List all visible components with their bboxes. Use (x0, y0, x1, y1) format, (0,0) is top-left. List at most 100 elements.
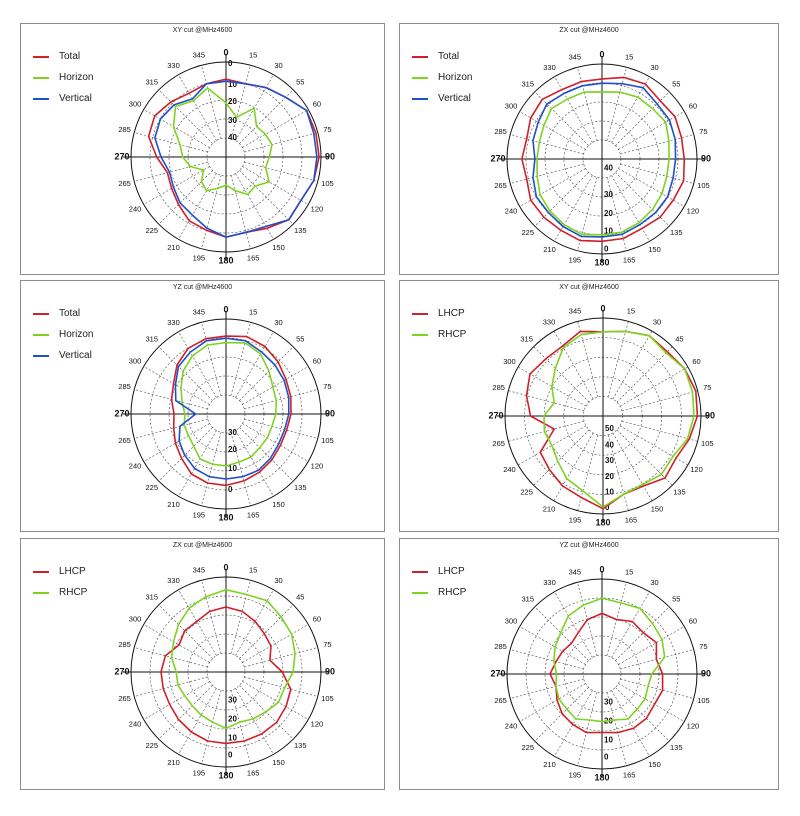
grid-spoke (533, 429, 590, 486)
angle-tick-label: 135 (670, 228, 683, 237)
legend-item-horizon: Horizon (33, 324, 93, 345)
angle-tick-label: 330 (543, 578, 556, 587)
angle-tick-label: 300 (129, 614, 142, 623)
angle-tick-label: 15 (249, 51, 257, 60)
grid-spoke (178, 74, 217, 141)
angle-tick-label: 90 (325, 151, 335, 161)
radial-tick-label: 30 (604, 698, 613, 707)
radial-tick-label: 0 (605, 503, 610, 512)
grid-spoke (244, 676, 318, 697)
legend-label: Vertical (59, 350, 92, 361)
chart-panel-5: 0 15 30 45 60 75 90 105 120 135 150 165 180 195 210 225… (20, 538, 385, 790)
angle-tick-label: 0 (600, 303, 605, 313)
angle-tick-label: 45 (675, 335, 683, 344)
angle-tick-label: 315 (145, 593, 158, 602)
angle-tick-label: 180 (218, 770, 233, 780)
chart-title-1: XY cut @MHz4600 (172, 27, 233, 34)
angle-tick-label: 75 (323, 640, 331, 649)
angle-tick-label: 180 (594, 257, 609, 267)
legend-label: LHCP (59, 566, 86, 577)
chart-panel-4: 0 15 30 45 60 75 90 105 120 135 150 165 180 195 210 225… (399, 280, 779, 532)
angle-tick-label: 55 (672, 595, 680, 604)
angle-tick-label: 75 (323, 125, 331, 134)
grid-spoke (244, 161, 318, 182)
grid-spoke (519, 683, 586, 722)
chart-title-4: XY cut @MHz4600 (559, 284, 619, 291)
grid-spoke (242, 366, 309, 405)
angle-tick-label: 0 (599, 564, 604, 574)
angle-tick-label: 165 (247, 253, 260, 262)
angle-tick-label: 150 (648, 245, 661, 254)
radial-tick-label: 0 (604, 753, 609, 762)
angle-tick-label: 210 (543, 245, 556, 254)
angle-tick-label: 105 (701, 439, 714, 448)
angle-tick-label: 150 (272, 758, 285, 767)
angle-tick-label: 265 (494, 696, 507, 705)
grid-spoke (230, 175, 251, 249)
angle-tick-label: 120 (311, 204, 324, 213)
angle-tick-label: 300 (503, 357, 516, 366)
radial-tick-label: 10 (604, 226, 613, 235)
legend-item-rhcp: RHCP (412, 324, 466, 345)
angle-tick-label: 0 (223, 562, 228, 572)
angle-tick-label: 0 (599, 49, 604, 59)
grid-spoke (242, 166, 309, 205)
series-line-horizon (536, 91, 670, 236)
angle-tick-label: 210 (167, 500, 180, 509)
angle-tick-label: 75 (703, 383, 711, 392)
angle-tick-label: 180 (218, 255, 233, 265)
angle-tick-label: 270 (488, 410, 503, 420)
grid-spoke (239, 346, 294, 401)
angle-tick-label: 270 (114, 151, 129, 161)
angle-tick-label: 225 (145, 483, 158, 492)
grid-spoke (519, 111, 586, 150)
grid-spoke (615, 687, 670, 742)
radial-tick-label: 10 (605, 488, 614, 497)
legend-label: LHCP (438, 566, 465, 577)
grid-spoke (620, 678, 694, 699)
grid-spoke (621, 420, 698, 442)
angle-tick-label: 60 (692, 357, 700, 366)
angle-tick-label: 55 (296, 335, 304, 344)
grid-spoke (615, 606, 670, 661)
radial-tick-label: 10 (228, 734, 237, 743)
legend-item-total: Total (33, 303, 93, 324)
angle-tick-label: 285 (494, 127, 507, 136)
angle-tick-label: 135 (670, 743, 683, 752)
radial-tick-label: 40 (228, 133, 237, 142)
series-line-vertical (174, 337, 290, 480)
angle-tick-label: 150 (272, 500, 285, 509)
angle-tick-label: 195 (569, 515, 582, 524)
angle-tick-label: 240 (129, 204, 142, 213)
legend-item-total: Total (33, 46, 93, 67)
angle-tick-label: 240 (129, 461, 142, 470)
grid-spoke (612, 330, 653, 400)
grid-spoke (534, 172, 589, 227)
grid-spoke (616, 429, 673, 486)
polar-chart-1: 0 15 30 55 60 75 90 105 120 135 150 165 180 195 210 225… (114, 47, 335, 265)
series-line-horizon (172, 87, 273, 196)
radial-tick-label: 0 (228, 751, 233, 760)
angle-tick-label: 285 (118, 125, 131, 134)
angle-tick-label: 330 (167, 576, 180, 585)
radial-tick-label: 0 (228, 485, 233, 494)
legend-3: Total Horizon Vertical (33, 303, 93, 366)
radial-tick-label: 20 (604, 209, 613, 218)
angle-tick-label: 330 (167, 61, 180, 70)
grid-spoke (143, 366, 210, 405)
grid-spoke (619, 425, 689, 466)
angle-tick-label: 195 (193, 510, 206, 519)
grid-spoke (606, 692, 627, 766)
polar-chart-3: 0 15 30 55 60 75 90 105 120 135 150 165 180 195 210 225… (114, 304, 335, 522)
legend-6: LHCP RHCP (412, 561, 466, 603)
angle-tick-label: 90 (705, 410, 715, 420)
angle-tick-label: 120 (311, 719, 324, 728)
legend-label: Total (59, 51, 81, 62)
grid-spoke (534, 606, 589, 661)
grid-spoke (244, 647, 318, 668)
legend-label: Horizon (59, 72, 94, 83)
angle-tick-label: 285 (118, 640, 131, 649)
series-line-vertical (532, 82, 677, 238)
angle-tick-label: 55 (296, 78, 304, 87)
grid-spoke (519, 626, 586, 665)
